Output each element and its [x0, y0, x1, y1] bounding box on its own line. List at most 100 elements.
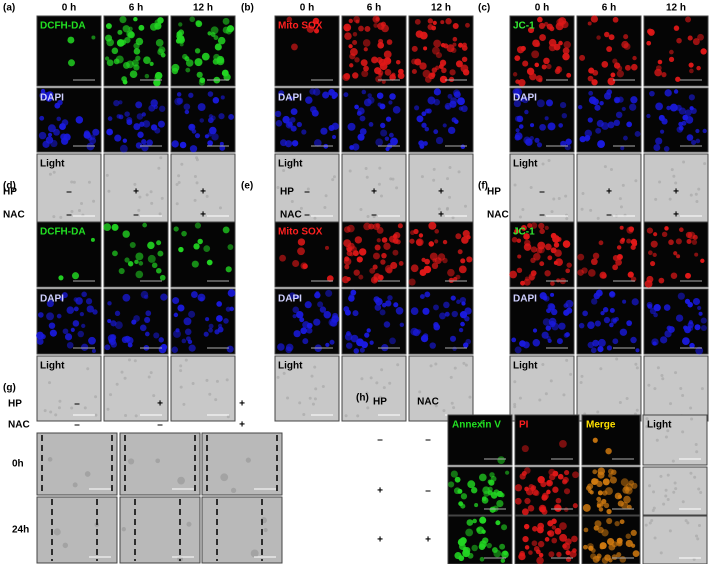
cell-dot	[395, 59, 401, 65]
cell-dot	[91, 35, 96, 40]
cell-dot	[191, 381, 195, 385]
cell-dot	[483, 490, 490, 497]
cell-dot	[49, 329, 57, 337]
cell-dot	[357, 133, 365, 141]
cell-dot	[532, 39, 540, 48]
cell-dot	[544, 243, 552, 251]
cell-dot	[596, 480, 603, 488]
cell-dot	[91, 348, 96, 353]
cell-dot	[208, 323, 214, 329]
cell-dot	[386, 39, 393, 45]
cell-dot	[145, 310, 152, 317]
cell-dot	[171, 67, 179, 75]
cell-dot	[124, 111, 130, 117]
cell-dot	[348, 18, 353, 24]
cell-dot	[692, 38, 700, 46]
image-frame	[576, 153, 642, 223]
cell-dot	[689, 106, 694, 111]
cell-dot	[146, 139, 153, 146]
cell-dot	[61, 119, 69, 126]
cell-dot	[325, 289, 333, 297]
cell-dot	[149, 61, 154, 66]
cell-dot	[518, 396, 522, 400]
cell-dot	[467, 552, 474, 559]
cell-dot	[70, 327, 75, 332]
cell-dot	[75, 116, 84, 124]
cell-dot	[655, 65, 662, 71]
cell-dot	[388, 381, 392, 385]
cell-dot	[606, 89, 613, 95]
cell-dot	[632, 550, 640, 558]
cell-dot	[177, 181, 181, 185]
micrograph	[642, 515, 708, 564]
cell-dot	[373, 252, 380, 260]
treatment-sign: +	[239, 399, 245, 410]
cell-dot	[223, 318, 229, 324]
cell-dot	[559, 522, 567, 530]
cell-dot	[347, 122, 356, 131]
cell-dot	[138, 24, 145, 31]
cell-dot	[349, 63, 354, 68]
cell-dot	[389, 74, 396, 81]
cell-dot	[539, 261, 545, 267]
cell-dot	[524, 109, 529, 115]
cell-dot	[126, 116, 133, 124]
treatment-name: NAC	[3, 210, 25, 221]
cell-dot	[331, 94, 337, 100]
cell-dot	[158, 46, 166, 54]
micrograph	[36, 496, 118, 564]
cell-dot	[658, 277, 665, 284]
cell-dot	[218, 206, 222, 210]
cell-dot	[344, 414, 348, 418]
cell-dot	[143, 56, 151, 65]
row-label: DAPI	[278, 93, 302, 104]
cell-dot	[556, 338, 563, 345]
cell-dot	[122, 138, 128, 143]
cell-dot	[292, 306, 300, 314]
treatment-sign: –	[425, 435, 431, 446]
cell-dot	[416, 115, 424, 123]
cell-dot	[225, 266, 232, 273]
cell-dot	[562, 47, 570, 55]
cell-dot	[216, 301, 223, 307]
cell-dot	[518, 215, 522, 219]
cell-dot	[369, 267, 376, 274]
cell-dot	[521, 208, 525, 212]
cell-dot	[423, 141, 428, 146]
cell-dot	[411, 68, 417, 75]
cell-dot	[542, 318, 551, 326]
cell-dot	[302, 321, 310, 329]
cell-dot	[393, 232, 401, 239]
cell-dot	[563, 41, 571, 49]
cell-dot	[56, 116, 62, 122]
cell-dot	[566, 262, 572, 268]
cell-dot	[310, 106, 317, 113]
cell-dot	[188, 310, 196, 318]
cell-dot	[361, 70, 369, 78]
micrograph	[576, 15, 642, 87]
cell-dot	[460, 493, 468, 500]
cell-dot	[619, 556, 627, 563]
cell-dot	[127, 261, 134, 267]
image-frame	[514, 414, 580, 466]
cell-dot	[376, 57, 383, 64]
cell-dot	[313, 139, 322, 147]
cell-dot	[554, 249, 562, 257]
cell-dot	[452, 346, 457, 351]
cell-dot	[547, 530, 555, 537]
cell-dot	[152, 394, 156, 398]
treatment-sign: –	[66, 187, 72, 198]
cell-dot	[54, 413, 58, 417]
treatment-name: HP	[487, 187, 501, 198]
cell-dot	[646, 113, 651, 119]
micrograph	[509, 288, 575, 355]
cell-dot	[59, 215, 63, 219]
image-frame	[36, 496, 118, 564]
cell-dot	[274, 110, 282, 118]
cell-dot	[677, 292, 685, 300]
cell-dot	[352, 32, 358, 37]
cell-dot	[418, 233, 424, 238]
cell-dot	[354, 236, 363, 244]
micrograph	[341, 15, 407, 87]
cell-dot	[646, 301, 653, 308]
